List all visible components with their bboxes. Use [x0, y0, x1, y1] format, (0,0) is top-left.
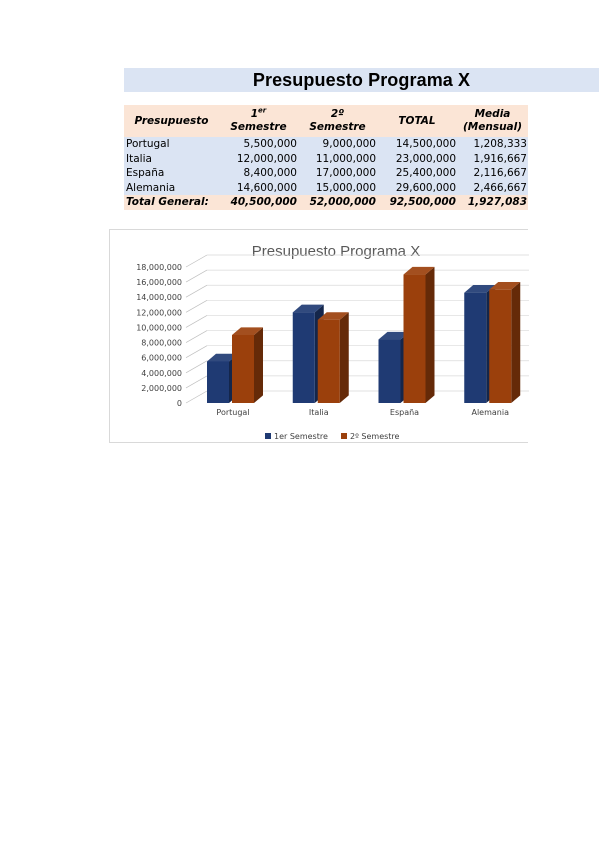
legend-label: 1er Semestre — [274, 432, 328, 441]
total-total: 92,500,000 — [377, 195, 457, 210]
cell-total: 23,000,000 — [377, 151, 457, 166]
y-tick-label: 0 — [177, 399, 182, 408]
y-axis-ticks: 0 2,000,000 4,000,000 6,000,000 8,000,000 10,… — [136, 263, 182, 408]
bar-italia-s2 — [317, 312, 349, 403]
cell-media: 2,466,667 — [457, 180, 528, 195]
header-total: TOTAL — [377, 105, 457, 137]
total-media: 1,927,083 — [457, 195, 528, 210]
cell-media: 2,116,667 — [457, 166, 528, 181]
y-tick-label: 14,000,000 — [136, 293, 182, 302]
y-tick-label: 10,000,000 — [136, 323, 182, 332]
total-sem2: 52,000,000 — [298, 195, 377, 210]
bar-alemania-s2 — [489, 282, 521, 403]
bar-portugal-s2 — [232, 327, 263, 403]
bar-españa-s2 — [403, 266, 435, 403]
y-tick-label: 18,000,000 — [136, 263, 182, 272]
x-category-label: Portugal — [216, 408, 249, 417]
table-row: Alemania 14,600,000 15,000,000 29,600,00… — [124, 180, 528, 195]
x-axis-categories: Portugal Italia España Alemania — [216, 408, 509, 417]
cell-sem1: 5,500,000 — [219, 137, 298, 152]
cell-sem1: 12,000,000 — [219, 151, 298, 166]
table-row: Italia 12,000,000 11,000,000 23,000,000 … — [124, 151, 528, 166]
chart-container[interactable]: Presupuesto Programa X 0 2,000,000 4,000,0… — [109, 229, 529, 443]
x-category-label: Italia — [309, 408, 329, 417]
cell-sem1: 14,600,000 — [219, 180, 298, 195]
cell-pais: Portugal — [124, 137, 219, 152]
table-row: España 8,400,000 17,000,000 25,400,000 2… — [124, 166, 528, 181]
x-category-label: España — [390, 408, 419, 417]
chart-title: Presupuesto Programa X — [252, 243, 420, 260]
budget-table: Presupuesto 1er Semestre 2º Semestre TOTAL… — [124, 105, 528, 210]
cell-sem2: 9,000,000 — [298, 137, 377, 152]
cell-media: 1,208,333 — [457, 137, 528, 152]
y-tick-label: 2,000,000 — [141, 384, 182, 393]
chart-bars — [207, 266, 521, 403]
y-tick-label: 16,000,000 — [136, 278, 182, 287]
cell-sem2: 17,000,000 — [298, 166, 377, 181]
legend-label: 2º Semestre — [350, 432, 400, 441]
cell-pais: Alemania — [124, 180, 219, 195]
total-sem1: 40,500,000 — [219, 195, 298, 210]
header-presupuesto: Presupuesto — [124, 105, 219, 137]
header-sem1: 1er Semestre — [219, 105, 298, 137]
cell-sem1: 8,400,000 — [219, 166, 298, 181]
cell-pais: Italia — [124, 151, 219, 166]
y-tick-label: 8,000,000 — [141, 339, 182, 348]
legend-swatch — [265, 433, 271, 439]
total-label: Total General: — [124, 195, 219, 210]
title-banner: Presupuesto Programa X — [124, 68, 599, 92]
table-total-row: Total General: 40,500,000 52,000,000 92,… — [124, 195, 528, 210]
cell-pais: España — [124, 166, 219, 181]
y-tick-label: 6,000,000 — [141, 354, 182, 363]
x-category-label: Alemania — [471, 408, 509, 417]
cell-sem2: 11,000,000 — [298, 151, 377, 166]
chart-legend: 1er Semestre 2º Semestre — [265, 432, 400, 441]
bar-chart: Presupuesto Programa X 0 2,000,000 4,000,0… — [136, 243, 529, 441]
cell-total: 25,400,000 — [377, 166, 457, 181]
header-sem2: 2º Semestre — [298, 105, 377, 137]
cell-total: 14,500,000 — [377, 137, 457, 152]
document-title: Presupuesto Programa X — [252, 69, 471, 90]
cell-total: 29,600,000 — [377, 180, 457, 195]
y-tick-label: 12,000,000 — [136, 308, 182, 317]
cell-sem2: 15,000,000 — [298, 180, 377, 195]
table-row: Portugal 5,500,000 9,000,000 14,500,000 … — [124, 137, 528, 152]
legend-swatch — [341, 433, 347, 439]
cell-media: 1,916,667 — [457, 151, 528, 166]
y-tick-label: 4,000,000 — [141, 369, 182, 378]
table-header-row: Presupuesto 1er Semestre 2º Semestre TOTAL… — [124, 105, 528, 137]
header-media: Media (Mensual) — [457, 105, 528, 137]
